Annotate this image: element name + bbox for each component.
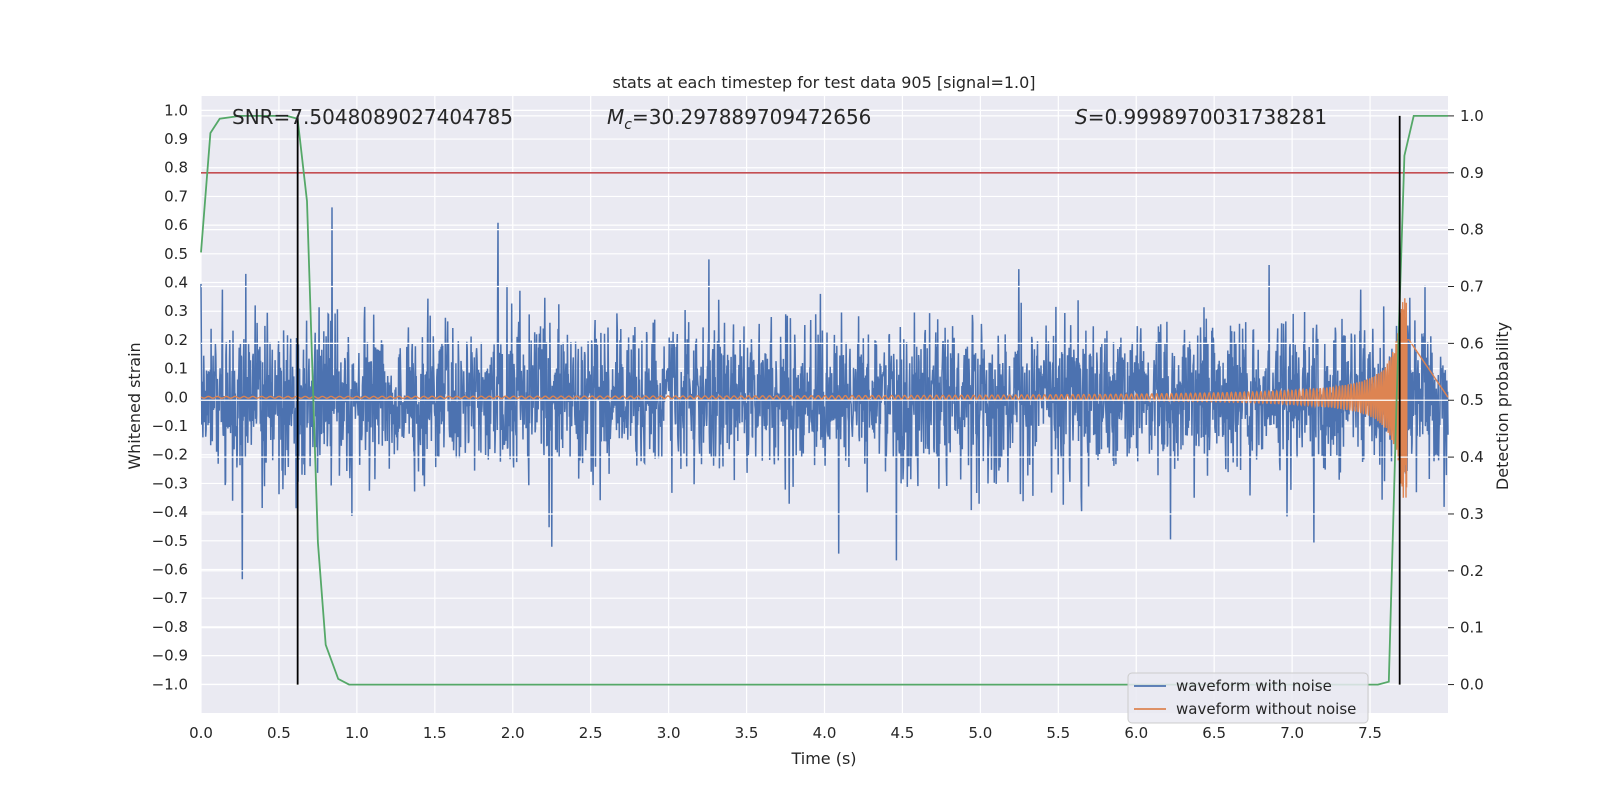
y-left-tick-label: −0.9 [152, 647, 188, 665]
y-left-tick-label: 0.3 [164, 302, 188, 320]
y-left-tick-label: 0.4 [164, 274, 188, 292]
y-right-tick-label: 0.4 [1460, 448, 1484, 466]
significance-symbol: S [1075, 105, 1088, 129]
x-tick-label: 6.0 [1124, 724, 1148, 742]
legend-label-noise: waveform with noise [1176, 677, 1332, 695]
y-left-tick-label: −0.5 [152, 532, 188, 550]
y-right-tick-label: 0.5 [1460, 391, 1484, 409]
x-tick-label: 7.0 [1280, 724, 1304, 742]
y-left-tick-label: −0.6 [152, 561, 188, 579]
waveform-without-noise-line [200, 298, 1449, 498]
x-tick-label: 4.5 [891, 724, 915, 742]
x-tick-labels: 0.0 0.5 1.0 1.5 2.0 2.5 3.0 3.5 4.0 4.5 5.0 5.5 6.0 6… [189, 724, 1382, 742]
detection-probability-line [200, 115, 1448, 686]
y-axis-label-right: Detection probability [1493, 322, 1512, 490]
x-tick-label: 2.5 [579, 724, 603, 742]
chirp-mass-subscript: c [624, 117, 632, 133]
y-left-tick-label: −0.4 [152, 503, 188, 521]
y-left-tick-label: 0.8 [164, 159, 188, 177]
y-left-tick-label: 0.7 [164, 187, 188, 205]
chirp-mass-value: =30.297889709472656 [632, 105, 871, 129]
y-right-tick-label: 0.3 [1460, 505, 1484, 523]
x-tick-label: 3.0 [657, 724, 681, 742]
y-left-tick-label: 0.2 [164, 331, 188, 349]
x-tick-label: 5.5 [1046, 724, 1070, 742]
vertical-markers [296, 115, 1401, 685]
legend-label-clean: waveform without noise [1176, 700, 1356, 718]
series-waveform-with-noise [200, 207, 1449, 580]
x-tick-label: 1.0 [345, 724, 369, 742]
legend-box [1127, 672, 1369, 724]
y-axis-label-left: Whitened strain [125, 342, 144, 469]
x-axis-label: Time (s) [790, 749, 856, 768]
y-left-tick-label: 0.1 [164, 360, 188, 378]
y-right-tick-label: 0.8 [1460, 221, 1484, 239]
legend: waveform with noise waveform without noi… [1127, 672, 1369, 724]
y-right-tick-labels: 1.0 0.9 0.8 0.7 0.6 0.5 0.4 0.3 0.2 0.1 0.0 [1460, 107, 1484, 694]
waveform-with-noise-line [200, 207, 1449, 580]
x-tick-label: 4.0 [813, 724, 837, 742]
x-tick-label: 6.5 [1202, 724, 1226, 742]
y-left-tick-label: −0.3 [152, 474, 188, 492]
x-tick-label: 2.0 [501, 724, 525, 742]
y-right-tick-label: 0.0 [1460, 676, 1484, 694]
x-tick-label: 3.5 [735, 724, 759, 742]
snr-annotation: SNR=7.5048089027404785 [232, 105, 513, 129]
y-left-tick-label: 1.0 [164, 101, 188, 119]
chirp-mass-symbol: M [607, 105, 624, 129]
y-left-tick-label: 0.9 [164, 130, 188, 148]
y-left-tick-label: 0.5 [164, 245, 188, 263]
series-waveform-without-noise [200, 298, 1449, 498]
chart-title: stats at each timestep for test data 905… [612, 73, 1035, 92]
x-tick-label: 0.5 [267, 724, 291, 742]
y-right-tick-label: 1.0 [1460, 107, 1484, 125]
y-right-tick-label: 0.1 [1460, 619, 1484, 637]
chirp-mass-annotation: Mc=30.297889709472656 [607, 105, 871, 133]
x-tick-label: 1.5 [423, 724, 447, 742]
series-detection-probability [200, 115, 1448, 686]
y-left-tick-label: 0.0 [164, 388, 188, 406]
y-left-tick-label: −0.2 [152, 446, 188, 464]
significance-annotation: S=0.9998970031738281 [1075, 105, 1327, 129]
y-left-tick-label: −1.0 [152, 675, 188, 693]
y-left-tick-labels: 1.0 0.9 0.8 0.7 0.6 0.5 0.4 0.3 0.2 0.1 0.0 −0.1 −0.… [152, 101, 188, 693]
y-right-tick-label: 0.6 [1460, 334, 1484, 352]
y-right-tick-label: 0.2 [1460, 562, 1484, 580]
y-left-tick-label: −0.1 [152, 417, 188, 435]
y-right-tick-label: 0.7 [1460, 278, 1484, 296]
significance-value: =0.9998970031738281 [1088, 105, 1327, 129]
y-left-tick-label: 0.6 [164, 216, 188, 234]
y-left-tick-label: −0.8 [152, 618, 188, 636]
x-tick-label: 0.0 [189, 724, 213, 742]
x-tick-label: 7.5 [1358, 724, 1382, 742]
y-right-tick-label: 0.9 [1460, 164, 1484, 182]
x-tick-label: 5.0 [968, 724, 992, 742]
y-left-tick-label: −0.7 [152, 589, 188, 607]
